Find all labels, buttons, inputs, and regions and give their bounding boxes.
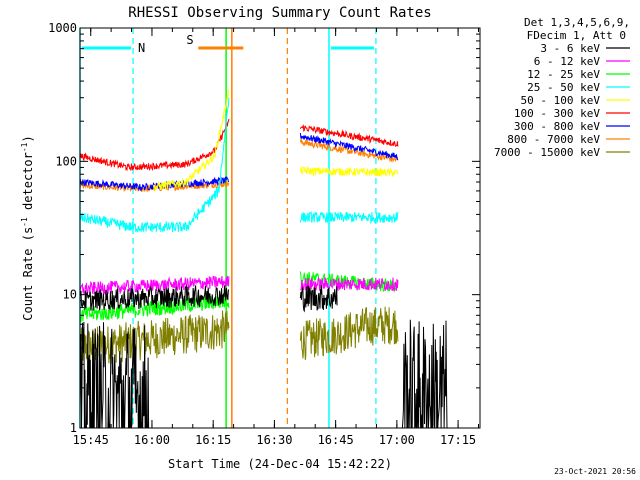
timestamp: 23-Oct-2021 20:56: [554, 467, 636, 476]
series-trace: [79, 132, 399, 192]
legend-entry-label: 7000 - 15000 keV: [494, 146, 600, 159]
y-axis-label-part: Count Rate (s: [21, 227, 35, 321]
series-group: [79, 88, 448, 429]
series-trace: [153, 88, 399, 193]
legend-entry-label: 800 - 7000 keV: [507, 133, 600, 146]
y-tick-label: 1000: [48, 21, 77, 35]
series-line: [79, 310, 230, 364]
series-line: [79, 118, 230, 172]
plot-frame: [79, 27, 481, 429]
saa-label: S: [186, 33, 193, 47]
legend-entry-label: 100 - 300 keV: [514, 107, 600, 120]
y-tick-label: 10: [63, 288, 77, 302]
series-trace: [79, 118, 399, 172]
y-axis-label: Count Rate (s-1 detector-1): [20, 135, 35, 320]
series-trace: [79, 97, 399, 233]
legend-entry-label: 50 - 100 keV: [521, 94, 601, 107]
series-line: [153, 88, 230, 193]
series-line: [299, 210, 399, 225]
legend-entry-label: 6 - 12 keV: [534, 55, 601, 68]
legend-entry-label: 25 - 50 keV: [527, 81, 600, 94]
series-line: [401, 319, 448, 429]
x-axis-label: Start Time (24-Dec-04 15:42:22): [168, 457, 392, 471]
series-line: [299, 138, 399, 163]
x-tick-label: 15:45: [73, 433, 109, 447]
series-line: [79, 284, 230, 311]
legend-entry-label: 3 - 6 keV: [540, 42, 600, 55]
series-line: [299, 132, 399, 161]
legend: Det 1,3,4,5,6,9, FDecim 1, Att 0 3 - 6 k…: [494, 16, 630, 159]
x-tick-label: 17:15: [440, 433, 476, 447]
y-axis-label-part: detector: [21, 152, 35, 217]
series-line: [299, 165, 399, 177]
y-axis-label-part: ): [21, 135, 35, 142]
series-line: [79, 275, 230, 295]
y-tick-label: 1: [70, 421, 77, 435]
series-line: [299, 276, 399, 293]
legend-entry-label: 300 - 800 keV: [514, 120, 600, 133]
legend-entry-label: 12 - 25 keV: [527, 68, 600, 81]
series-line: [79, 97, 230, 233]
chart-title: RHESSI Observing Summary Count Rates: [128, 5, 431, 21]
legend-header-decimation: FDecim 1, Att 0: [527, 29, 626, 42]
y-axis-label-sup: -1: [20, 142, 29, 152]
series-trace: [79, 275, 399, 295]
night-label: N: [138, 41, 145, 55]
series-line: [79, 321, 150, 429]
legend-header-detectors: Det 1,3,4,5,6,9,: [524, 16, 630, 29]
series-line: [299, 285, 338, 313]
x-tick-label: 17:00: [379, 433, 415, 447]
x-tick-label: 16:15: [195, 433, 231, 447]
series-line: [299, 306, 399, 360]
x-tick-label: 16:30: [256, 433, 292, 447]
plot-area: N S 1 10 100 1000 15:45 16:00 16:15 16:30 16:45 17:…: [48, 21, 481, 447]
y-tick-label: 100: [55, 154, 77, 168]
y-axis-label-sup: -1: [20, 217, 29, 227]
x-tick-label: 16:45: [318, 433, 354, 447]
x-tick-label: 16:00: [134, 433, 170, 447]
series-line: [299, 124, 399, 147]
